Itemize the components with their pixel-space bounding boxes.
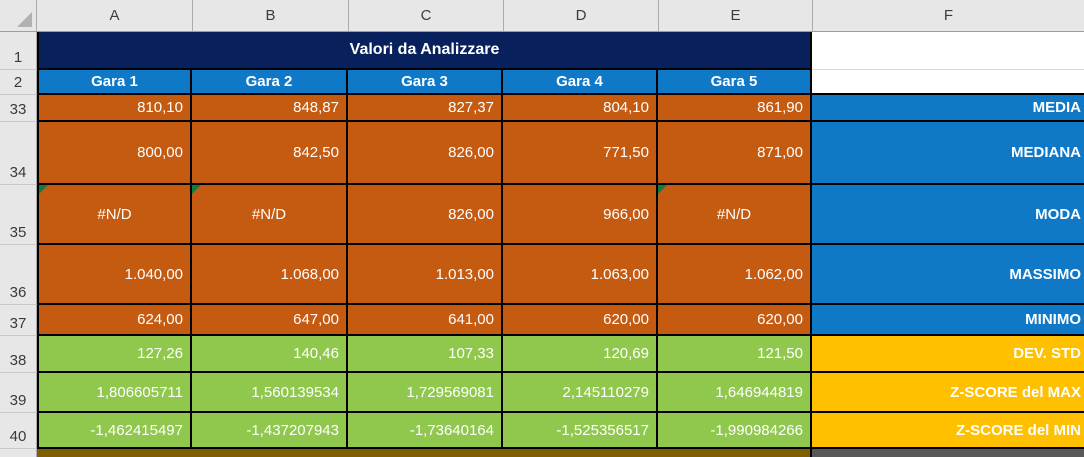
cell-D37[interactable]: 620,00 <box>503 305 658 336</box>
cell-F35[interactable]: MODA <box>812 185 1084 245</box>
cell-C34[interactable]: 826,00 <box>348 122 503 185</box>
row-33: 810,10 848,87 827,37 804,10 861,90 MEDIA <box>37 95 1084 122</box>
column-header-c[interactable]: C <box>348 0 503 31</box>
cell-E38[interactable]: 121,50 <box>658 336 812 373</box>
cell-E34[interactable]: 871,00 <box>658 122 812 185</box>
cell-A41-E41-partial[interactable] <box>37 449 812 457</box>
row-35: #N/D #N/D 826,00 966,00 #N/D MODA <box>37 185 1084 245</box>
cell-F36[interactable]: MASSIMO <box>812 245 1084 305</box>
cell-A34[interactable]: 800,00 <box>37 122 192 185</box>
row-header-33[interactable]: 33 <box>0 95 37 122</box>
title-cell[interactable]: Valori da Analizzare <box>37 32 812 70</box>
row-header-39[interactable]: 39 <box>0 373 37 413</box>
cell-A35[interactable]: #N/D <box>37 185 192 245</box>
cell-E2[interactable]: Gara 5 <box>658 70 812 95</box>
cell-D40[interactable]: -1,525356517 <box>503 413 658 449</box>
error-indicator-icon <box>192 185 201 194</box>
row-41-partial <box>37 449 1084 457</box>
column-header-f[interactable]: F <box>812 0 1084 31</box>
cell-A39[interactable]: 1,806605711 <box>37 373 192 413</box>
cell-F41-partial[interactable] <box>812 449 1084 457</box>
cell-C37[interactable]: 641,00 <box>348 305 503 336</box>
row-header-38[interactable]: 38 <box>0 336 37 373</box>
error-indicator-icon <box>658 185 667 194</box>
cell-D36[interactable]: 1.063,00 <box>503 245 658 305</box>
row-2: Gara 1 Gara 2 Gara 3 Gara 4 Gara 5 <box>37 70 1084 95</box>
cell-F39[interactable]: Z-SCORE del MAX <box>812 373 1084 413</box>
sheet-body: 1 2 33 34 35 36 37 38 39 40 Valori da Analizzare G… <box>0 32 1084 457</box>
select-all-corner[interactable] <box>0 0 37 31</box>
cell-E40[interactable]: -1,990984266 <box>658 413 812 449</box>
row-36: 1.040,00 1.068,00 1.013,00 1.063,00 1.062,00… <box>37 245 1084 305</box>
cell-A2[interactable]: Gara 1 <box>37 70 192 95</box>
cell-E33[interactable]: 861,90 <box>658 95 812 122</box>
cell-F38[interactable]: DEV. STD <box>812 336 1084 373</box>
row-header-37[interactable]: 37 <box>0 305 37 336</box>
cell-E39[interactable]: 1,646944819 <box>658 373 812 413</box>
cell-D2[interactable]: Gara 4 <box>503 70 658 95</box>
cell-A33[interactable]: 810,10 <box>37 95 192 122</box>
cell-F33[interactable]: MEDIA <box>812 95 1084 122</box>
row-header-36[interactable]: 36 <box>0 245 37 305</box>
row-header-gutter-fill <box>0 449 37 457</box>
cell-D38[interactable]: 120,69 <box>503 336 658 373</box>
cell-C35[interactable]: 826,00 <box>348 185 503 245</box>
row-39: 1,806605711 1,560139534 1,729569081 2,14511… <box>37 373 1084 413</box>
column-header-d[interactable]: D <box>503 0 658 31</box>
cell-F1[interactable] <box>812 32 1084 70</box>
cell-D34[interactable]: 771,50 <box>503 122 658 185</box>
cell-C39[interactable]: 1,729569081 <box>348 373 503 413</box>
cell-B35[interactable]: #N/D <box>192 185 348 245</box>
row-header-35[interactable]: 35 <box>0 185 37 245</box>
row-header-34[interactable]: 34 <box>0 122 37 185</box>
cell-B40[interactable]: -1,437207943 <box>192 413 348 449</box>
cell-D35[interactable]: 966,00 <box>503 185 658 245</box>
cell-C33[interactable]: 827,37 <box>348 95 503 122</box>
row-header-gutter: 1 2 33 34 35 36 37 38 39 40 <box>0 32 37 457</box>
cell-C38[interactable]: 107,33 <box>348 336 503 373</box>
row-34: 800,00 842,50 826,00 771,50 871,00 MEDIANA <box>37 122 1084 185</box>
cell-B36[interactable]: 1.068,00 <box>192 245 348 305</box>
cell-E35[interactable]: #N/D <box>658 185 812 245</box>
cell-A36[interactable]: 1.040,00 <box>37 245 192 305</box>
cell-C2[interactable]: Gara 3 <box>348 70 503 95</box>
column-header-e[interactable]: E <box>658 0 812 31</box>
cell-D33[interactable]: 804,10 <box>503 95 658 122</box>
select-all-triangle-icon <box>17 12 32 27</box>
cell-B37[interactable]: 647,00 <box>192 305 348 336</box>
cell-B34[interactable]: 842,50 <box>192 122 348 185</box>
cell-A40[interactable]: -1,462415497 <box>37 413 192 449</box>
cell-B2[interactable]: Gara 2 <box>192 70 348 95</box>
column-header-a[interactable]: A <box>109 7 120 24</box>
row-header-2[interactable]: 2 <box>0 70 37 95</box>
row-header-40[interactable]: 40 <box>0 413 37 449</box>
cell-F34[interactable]: MEDIANA <box>812 122 1084 185</box>
cell-D39[interactable]: 2,145110279 <box>503 373 658 413</box>
row-37: 624,00 647,00 641,00 620,00 620,00 MINIMO <box>37 305 1084 336</box>
cell-F40[interactable]: Z-SCORE del MIN <box>812 413 1084 449</box>
error-indicator-icon <box>39 185 48 194</box>
cell-A38[interactable]: 127,26 <box>37 336 192 373</box>
cell-B33[interactable]: 848,87 <box>192 95 348 122</box>
column-header-b[interactable]: B <box>192 0 348 31</box>
cell-F2[interactable] <box>812 70 1084 95</box>
row-1: Valori da Analizzare <box>37 32 1084 70</box>
cell-grid: Valori da Analizzare Gara 1 Gara 2 Gara 3 Ga… <box>37 32 1084 457</box>
cell-B38[interactable]: 140,46 <box>192 336 348 373</box>
row-40: -1,462415497 -1,437207943 -1,73640164 -1,52… <box>37 413 1084 449</box>
row-header-1[interactable]: 1 <box>0 32 37 70</box>
cell-C40[interactable]: -1,73640164 <box>348 413 503 449</box>
row-38: 127,26 140,46 107,33 120,69 121,50 DEV. STD <box>37 336 1084 373</box>
cell-B39[interactable]: 1,560139534 <box>192 373 348 413</box>
cell-E36[interactable]: 1.062,00 <box>658 245 812 305</box>
cell-A37[interactable]: 624,00 <box>37 305 192 336</box>
cell-E37[interactable]: 620,00 <box>658 305 812 336</box>
cell-F37[interactable]: MINIMO <box>812 305 1084 336</box>
cell-C36[interactable]: 1.013,00 <box>348 245 503 305</box>
